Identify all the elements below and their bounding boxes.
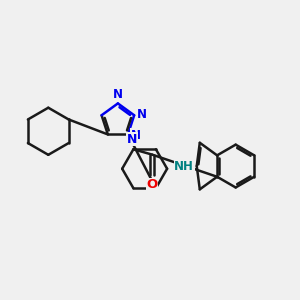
Text: NH: NH	[174, 160, 194, 172]
Text: O: O	[146, 178, 158, 191]
Text: N: N	[113, 88, 123, 101]
Text: N: N	[137, 108, 147, 121]
Text: N: N	[127, 133, 137, 146]
Text: N: N	[130, 129, 141, 142]
